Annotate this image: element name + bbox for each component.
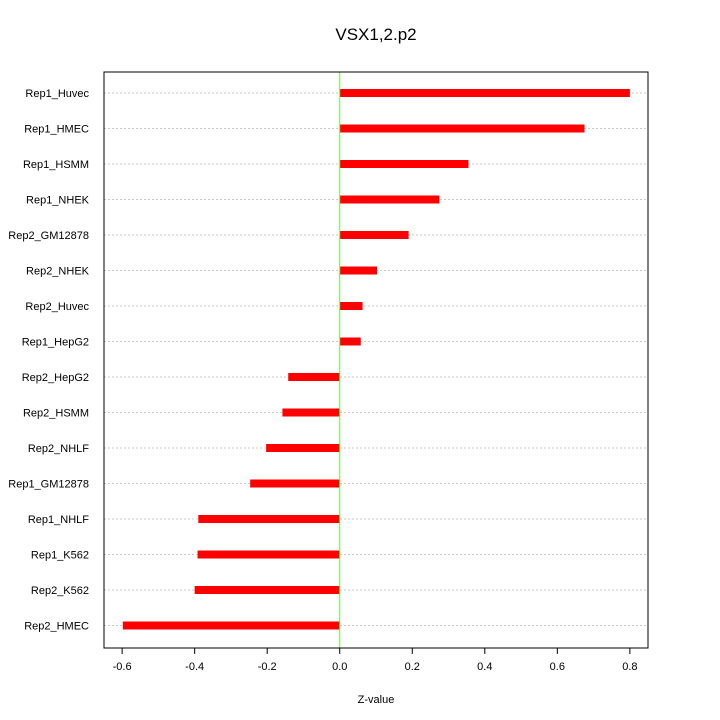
bar-Rep1_GM12878 [250, 479, 340, 488]
bar-Rep2_K562 [194, 586, 340, 594]
y-tick-label: Rep1_NHLF [28, 514, 89, 526]
x-axis: -0.6 -0.4 -0.2 0.0 0.2 0.4 0.6 0.8 [113, 647, 638, 673]
y-tick-label: Rep1_GM12878 [8, 479, 89, 491]
bar-Rep1_HSMM [339, 160, 469, 168]
y-tick-label: Rep1_HepG2 [22, 337, 89, 349]
plot-frame [103, 71, 649, 649]
y-tick-label: Rep2_Huvec [25, 301, 89, 313]
x-tick-label: 0.4 [477, 661, 492, 673]
bar-Rep1_HMEC [339, 124, 585, 133]
bar-Rep1_HepG2 [339, 337, 361, 346]
x-tick-label: 0.2 [405, 661, 420, 673]
x-tick-label: 0.8 [622, 661, 637, 673]
x-axis-label: Z-value [358, 694, 395, 706]
bar-Rep2_HepG2 [288, 373, 340, 381]
y-tick-label: Rep2_GM12878 [8, 230, 89, 242]
bars [122, 89, 630, 630]
y-tick-label: Rep1_Huvec [25, 88, 89, 100]
x-tick-label: 0.6 [550, 661, 565, 673]
y-tick-label: Rep2_K562 [31, 585, 89, 597]
x-tick-label: -0.2 [258, 661, 277, 673]
bar-Rep2_Huvec [339, 302, 363, 310]
y-tick-label: Rep2_HMEC [24, 621, 89, 633]
grid-lines [104, 92, 648, 626]
bar-Rep2_HMEC [122, 621, 340, 630]
y-tick-label: Rep2_NHEK [26, 266, 90, 278]
bar-Rep1_Huvec [339, 89, 630, 97]
y-axis-labels: Rep1_Huvec Rep1_HMEC Rep1_HSMM Rep1_NHEK Rep… [8, 88, 89, 633]
y-tick-label: Rep1_NHEK [26, 195, 90, 207]
y-tick-label: Rep1_K562 [31, 550, 89, 562]
bar-Rep2_NHLF [266, 444, 340, 452]
bar-Rep1_K562 [197, 550, 340, 559]
x-tick-label: -0.4 [185, 661, 204, 673]
chart-title: VSX1,2.p2 [335, 25, 416, 44]
y-tick-label: Rep1_HMEC [24, 124, 89, 136]
x-tick-label: -0.6 [113, 661, 132, 673]
y-tick-label: Rep2_NHLF [28, 443, 89, 455]
bar-Rep2_GM12878 [339, 231, 409, 239]
y-tick-label: Rep1_HSMM [23, 159, 89, 171]
bar-Rep2_HSMM [282, 408, 340, 417]
bar-Rep2_NHEK [339, 266, 378, 275]
bar-Rep1_NHEK [339, 195, 440, 204]
bar-Rep1_NHLF [198, 515, 340, 523]
x-tick-label: 0.0 [332, 661, 347, 673]
y-tick-label: Rep2_HSMM [23, 408, 89, 420]
y-tick-label: Rep2_HepG2 [22, 372, 89, 384]
